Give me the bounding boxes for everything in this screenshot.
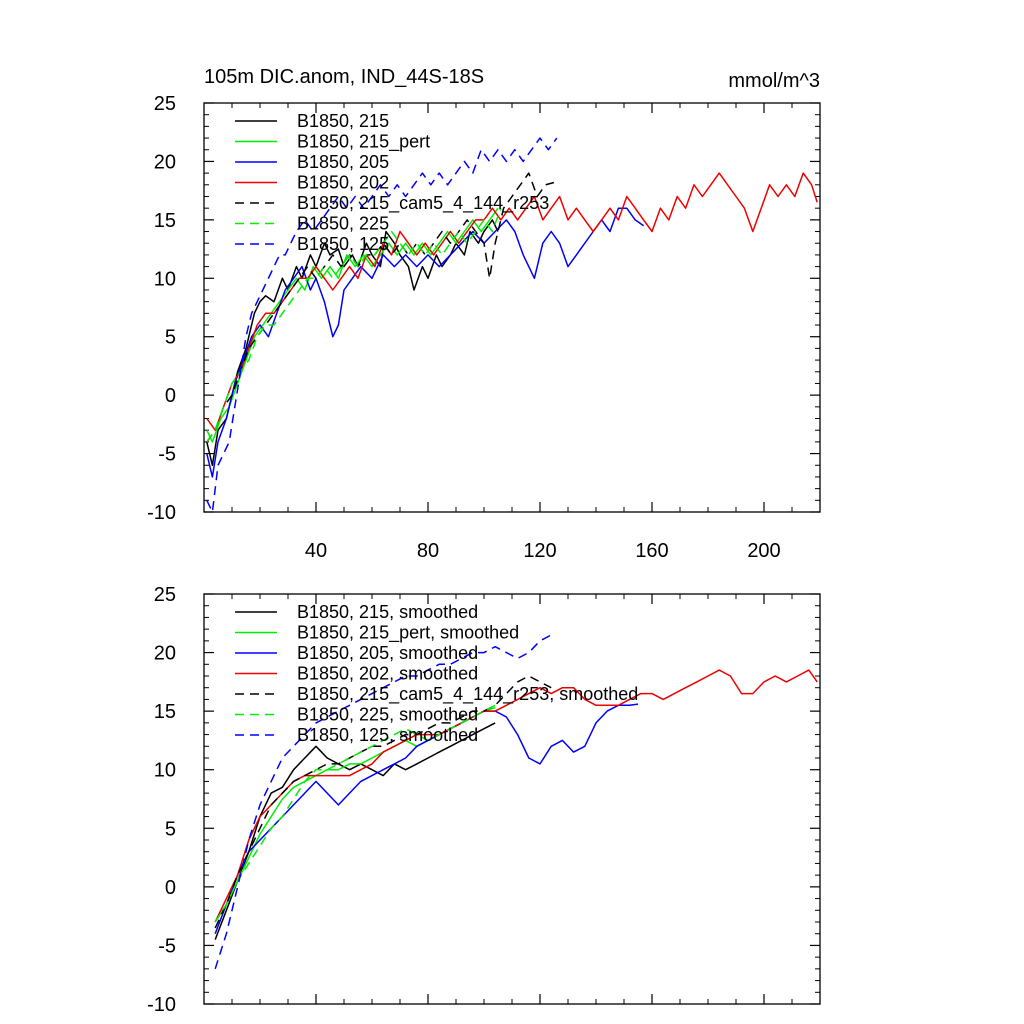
chart-title: 105m DIC.anom, IND_44S-18S — [204, 66, 484, 88]
y-tick-label: 20 — [154, 643, 176, 665]
series-group — [206, 137, 818, 512]
y-tick-label: 10 — [154, 268, 176, 290]
series-line-6 — [214, 634, 552, 970]
series-line-5 — [206, 207, 502, 443]
y-tick-label: -5 — [158, 935, 176, 957]
series-group — [214, 634, 818, 970]
legend-label: B1850, 205 — [297, 152, 389, 172]
y-tick-label: 20 — [154, 151, 176, 173]
plot-frame — [203, 593, 821, 1005]
y-tick-label: -5 — [158, 444, 176, 466]
legend-label: B1850, 205, smoothed — [297, 643, 478, 663]
y-tick-label: 5 — [165, 327, 176, 349]
legend-label: B1850, 125, smoothed — [297, 725, 478, 745]
series-line-3 — [206, 172, 818, 431]
legend-label: B1850, 215_cam5_4_144_r253 — [297, 193, 549, 214]
x-tick-label: 120 — [523, 540, 556, 562]
y-tick-label: -10 — [147, 502, 176, 524]
y-tick-label: 15 — [154, 701, 176, 723]
y-tick-label: 25 — [154, 93, 176, 115]
x-tick-label: 200 — [747, 540, 780, 562]
series-line-4 — [206, 172, 555, 443]
y-tick-label: 0 — [165, 385, 176, 407]
series-line-4 — [214, 675, 552, 929]
plot-frame — [203, 102, 821, 513]
series-line-6 — [206, 137, 558, 512]
series-line-5 — [214, 704, 496, 923]
legend-label: B1850, 202, smoothed — [297, 664, 478, 684]
y-tick-label: 25 — [154, 584, 176, 606]
legend-label: B1850, 215_pert, smoothed — [297, 623, 519, 644]
x-tick-label: 80 — [417, 540, 439, 562]
y-tick-label: -10 — [147, 994, 176, 1016]
legend-label: B1850, 215_pert — [297, 132, 430, 153]
x-tick-label: 160 — [635, 540, 668, 562]
y-tick-label: 15 — [154, 210, 176, 232]
y-tick-label: 0 — [165, 877, 176, 899]
legend-label: B1850, 125 — [297, 234, 389, 254]
legend-label: B1850, 215_cam5_4_144_r253, smoothed — [297, 684, 638, 705]
series-line-3 — [214, 669, 818, 923]
series-line-2 — [206, 207, 645, 478]
legend-label: B1850, 202 — [297, 173, 389, 193]
units-label: mmol/m^3 — [728, 70, 820, 92]
legend-label: B1850, 225, smoothed — [297, 705, 478, 725]
legend-label: B1850, 225 — [297, 214, 389, 234]
y-tick-label: 5 — [165, 818, 176, 840]
series-line-0 — [214, 722, 496, 940]
legend-label: B1850, 215 — [297, 111, 389, 131]
x-tick-label: 40 — [305, 540, 327, 562]
y-tick-label: 10 — [154, 760, 176, 782]
legend-label: B1850, 215, smoothed — [297, 602, 478, 622]
